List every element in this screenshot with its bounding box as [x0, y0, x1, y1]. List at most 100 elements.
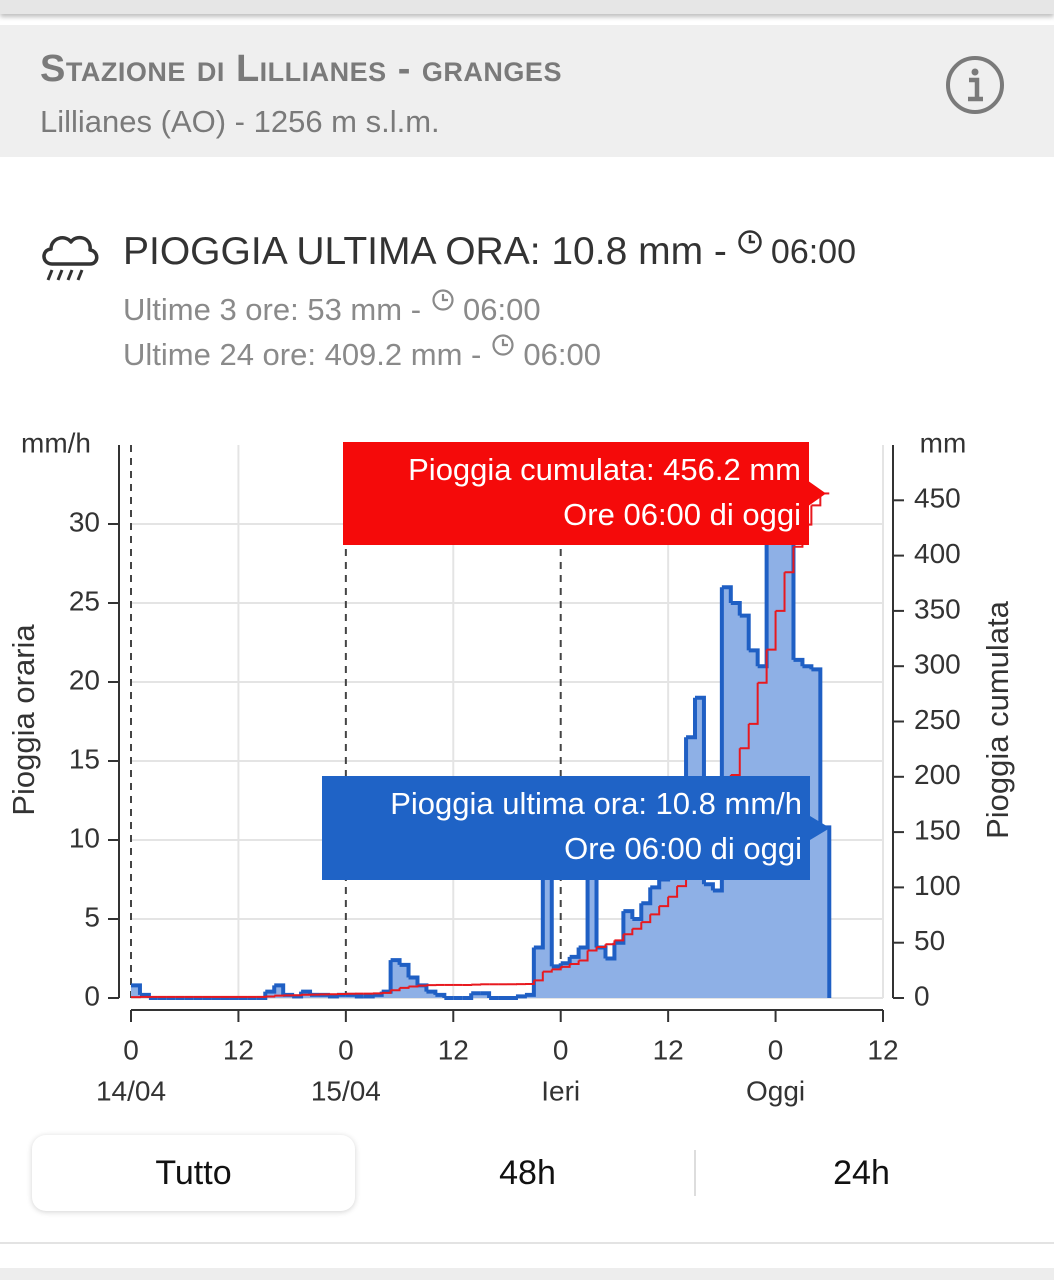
rain-bar: [677, 847, 687, 998]
cumulative-step: [551, 966, 562, 971]
rain-step: [292, 991, 304, 999]
y-unit: mm/h: [21, 427, 91, 458]
rain-bar: [650, 887, 660, 998]
rain-step: [569, 947, 581, 959]
rain-bar: [623, 911, 633, 998]
cumulative-step: [614, 934, 625, 942]
rain-bar: [265, 991, 275, 998]
chart: 0510152025300501001502002503003504004500…: [6, 427, 1015, 1106]
tab-button[interactable]: 24h: [833, 1153, 890, 1192]
cumulative-step: [632, 922, 643, 930]
clock-icon: [432, 289, 454, 311]
cumulative-step: [668, 886, 679, 898]
rain-step: [721, 585, 733, 603]
rain-step: [515, 994, 527, 999]
rain-bar: [766, 531, 777, 998]
rain-bar: [131, 985, 141, 998]
cumulative-step: [390, 987, 401, 992]
cumulative-step: [533, 971, 544, 982]
cumulative-step: [265, 995, 276, 998]
rain-step: [507, 996, 518, 1000]
cumulative-step: [659, 896, 670, 908]
rain-step: [632, 903, 644, 921]
rain-time: 06:00: [770, 232, 857, 271]
rain-step: [265, 985, 277, 994]
rain-bar: [614, 942, 624, 998]
rain-step: [363, 994, 375, 999]
rain-step: [739, 613, 751, 651]
rain-step: [381, 960, 393, 994]
rain-bar: [578, 947, 589, 998]
y-tick-label: 30: [69, 506, 100, 537]
cumulative-step: [641, 914, 652, 924]
rain-step: [578, 855, 590, 950]
rain-step: [480, 991, 492, 998]
rain-bar: [703, 884, 714, 998]
rain-bar: [569, 956, 580, 998]
x-tick-label: 12: [438, 1034, 469, 1065]
rain-step: [623, 909, 635, 919]
rain-bar: [417, 985, 427, 998]
rain-bar: [605, 958, 615, 998]
y2-unit: mm: [920, 427, 967, 458]
y2-tick-label: 400: [914, 538, 961, 569]
rain-bar: [533, 947, 544, 998]
rain-step: [614, 911, 626, 945]
y-tick-label: 25: [69, 585, 100, 616]
clock-icon: [492, 334, 514, 356]
x-tick-label: 12: [653, 1034, 684, 1065]
rain-step: [524, 947, 536, 997]
x-tick-label: 0: [338, 1034, 354, 1065]
cumulative-step: [524, 980, 535, 985]
rain-bar: [560, 963, 571, 998]
cumulative-step: [650, 906, 661, 916]
cumulative-step: [569, 960, 580, 966]
x-tick-label: 0: [768, 1034, 784, 1065]
rain-step: [256, 991, 268, 1000]
cumulative-step: [730, 748, 741, 777]
x-date-label: 15/04: [311, 1075, 381, 1106]
rain-bar: [408, 977, 418, 998]
rain-bar: [784, 476, 794, 999]
y-tick-label: 5: [84, 901, 100, 932]
cumulative-step: [757, 649, 768, 684]
divider: [0, 1242, 1054, 1244]
rain-step: [793, 657, 805, 667]
rain-step: [274, 983, 286, 995]
cumulative-step: [605, 940, 616, 946]
rain-bar: [542, 871, 553, 998]
rain-last-hour: PIOGGIA ULTIMA ORA: 10.8 mm - 06:00: [123, 230, 856, 274]
cumulative-step: [623, 928, 634, 936]
rain-bar: [668, 863, 678, 998]
top-bar: [0, 0, 1054, 14]
cumulative-step: [587, 947, 598, 952]
station-header: [0, 25, 1054, 157]
rain-step: [399, 962, 411, 978]
y2-tick-label: 0: [914, 980, 930, 1011]
x-tick-label: 0: [553, 1034, 569, 1065]
tooltip-box: [343, 442, 826, 545]
rain-step: [605, 942, 617, 961]
rain-step: [748, 648, 760, 667]
rain-step: [641, 887, 653, 906]
cumulative-step: [596, 944, 607, 949]
rain-time: 06:00: [523, 337, 601, 372]
rain-step: [712, 587, 724, 893]
tab-button[interactable]: 48h: [499, 1153, 556, 1192]
tab-button[interactable]: Tutto: [32, 1135, 355, 1211]
cumulative-step: [775, 572, 786, 612]
rain-step: [757, 531, 769, 669]
y-axis-title: Pioggia oraria: [6, 624, 41, 816]
cumulative-step: [784, 546, 795, 574]
cumulative-step: [748, 682, 759, 725]
cumulative-step: [739, 723, 750, 750]
rain-icon: [42, 235, 99, 281]
rain-step: [435, 992, 447, 998]
info-button[interactable]: [945, 55, 1005, 115]
rain-step: [131, 983, 142, 995]
y2-tick-label: 150: [914, 814, 961, 845]
clock-icon: [738, 230, 762, 254]
cumulative-step: [408, 985, 419, 988]
y2-tick-label: 450: [914, 483, 961, 514]
